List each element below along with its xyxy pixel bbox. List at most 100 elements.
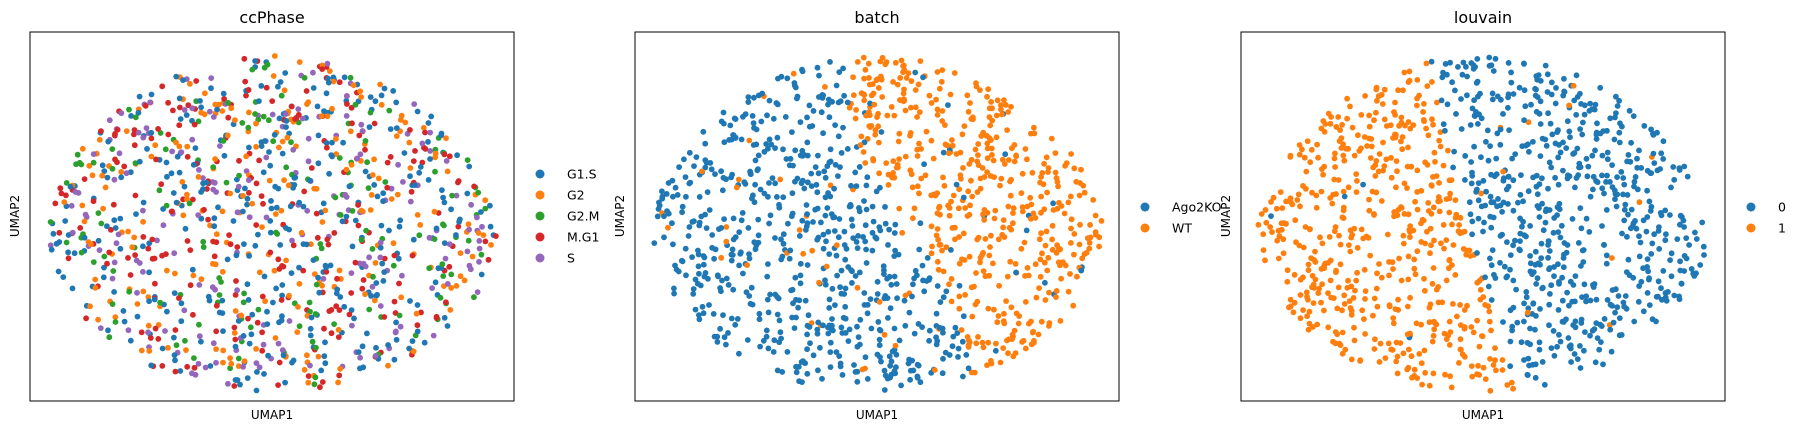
scatter-point: [1633, 225, 1640, 232]
scatter-point: [1052, 150, 1059, 156]
scatter-point: [355, 349, 362, 355]
scatter-point: [272, 335, 279, 341]
scatter-point: [868, 92, 875, 99]
scatter-point: [1577, 343, 1583, 349]
scatter-point: [873, 188, 880, 195]
scatter-point: [1058, 203, 1065, 209]
scatter-point: [1414, 375, 1421, 381]
scatter-point: [1414, 95, 1420, 102]
scatter-point: [1453, 211, 1460, 218]
scatter-point: [1018, 190, 1025, 197]
scatter-point: [918, 175, 925, 182]
scatter-point: [1581, 102, 1588, 109]
scatter-point: [1462, 153, 1469, 159]
scatter-point: [928, 100, 935, 106]
scatter-point: [152, 280, 158, 287]
scatter-point: [1430, 204, 1437, 211]
scatter-point: [1262, 257, 1268, 264]
scatter-point: [1638, 278, 1645, 285]
scatter-point: [1316, 285, 1322, 292]
scatter-point: [355, 222, 362, 229]
scatter-point: [333, 303, 340, 310]
scatter-point: [1505, 183, 1512, 190]
scatter-point: [1410, 227, 1417, 234]
scatter-point: [886, 353, 893, 360]
scatter-point: [265, 352, 271, 359]
scatter-point: [1640, 217, 1647, 224]
scatter-point: [1049, 236, 1055, 243]
scatter-point: [809, 123, 816, 129]
scatter-point: [377, 254, 384, 261]
scatter-point: [917, 58, 924, 64]
scatter-point: [279, 138, 286, 145]
scatter-point: [1291, 271, 1298, 278]
scatter-point: [1603, 207, 1610, 213]
scatter-point: [172, 368, 179, 375]
scatter-point: [683, 272, 689, 279]
scatter-point: [839, 372, 846, 378]
scatter-point: [178, 149, 185, 156]
y-axis-label: UMAP2: [8, 195, 22, 237]
scatter-point: [366, 306, 373, 313]
scatter-point: [892, 221, 899, 228]
scatter-point: [1444, 101, 1451, 108]
scatter-point: [1390, 315, 1397, 321]
scatter-point: [1590, 186, 1596, 193]
scatter-point: [1469, 373, 1476, 380]
scatter-point: [101, 253, 108, 260]
scatter-point: [916, 109, 923, 115]
scatter-point: [815, 367, 821, 374]
scatter-point: [903, 75, 910, 81]
scatter-point: [304, 352, 310, 359]
scatter-point: [1038, 174, 1044, 180]
scatter-point: [1400, 350, 1407, 357]
scatter-point: [929, 243, 935, 250]
scatter-point: [1023, 227, 1030, 234]
scatter-point: [1346, 298, 1353, 304]
scatter-point: [801, 185, 808, 192]
scatter-point: [994, 97, 1001, 104]
scatter-point: [803, 202, 810, 208]
scatter-point: [1318, 266, 1325, 272]
scatter-point: [1395, 87, 1401, 94]
scatter-point: [793, 363, 799, 370]
scatter-point: [111, 289, 117, 295]
scatter-point: [1387, 122, 1394, 129]
scatter-point: [1628, 206, 1635, 213]
scatter-point: [471, 183, 477, 190]
scatter-point: [79, 202, 86, 209]
scatter-point: [899, 229, 906, 236]
scatter-point: [763, 327, 770, 334]
scatter-point: [1361, 134, 1368, 140]
scatter-point: [1551, 273, 1557, 279]
scatter-point: [827, 193, 834, 200]
scatter-point: [1332, 164, 1338, 170]
scatter-point: [1355, 132, 1361, 139]
scatter-point: [1326, 234, 1333, 240]
scatter-point: [178, 318, 185, 325]
scatter-point: [1001, 234, 1008, 241]
scatter-point: [1461, 307, 1468, 313]
scatter-point: [112, 319, 119, 325]
scatter-point: [360, 277, 367, 283]
scatter-point: [1538, 240, 1545, 247]
scatter-point: [1290, 309, 1297, 316]
scatter-point: [766, 136, 773, 143]
legend-item: M.G1: [535, 230, 599, 245]
scatter-point: [146, 269, 152, 276]
scatter-point: [276, 115, 283, 122]
scatter-point: [1609, 255, 1615, 261]
scatter-point: [131, 142, 138, 149]
scatter-point: [1304, 313, 1310, 320]
scatter-point: [220, 359, 226, 366]
scatter-point: [1667, 257, 1673, 263]
scatter-point: [1083, 249, 1090, 256]
scatter-point: [940, 294, 947, 301]
scatter-point: [1353, 277, 1360, 284]
scatter-point: [1032, 215, 1039, 221]
scatter-point: [1057, 318, 1064, 324]
scatter-point: [1331, 155, 1338, 162]
scatter-point: [226, 232, 233, 239]
scatter-point: [203, 179, 210, 186]
scatter-point: [889, 348, 896, 355]
